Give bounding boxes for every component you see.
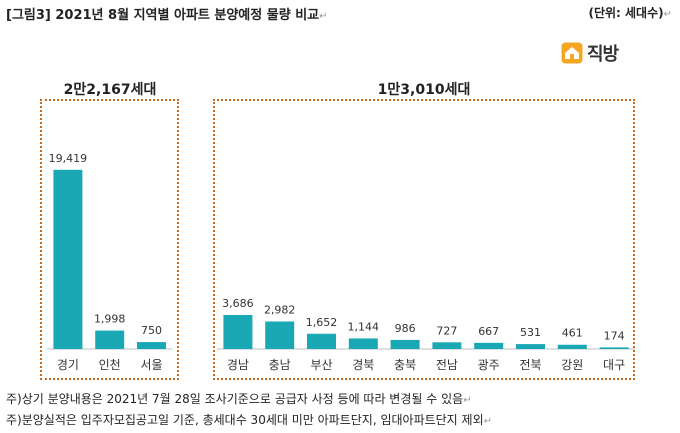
category-label: 대구	[603, 358, 625, 372]
brand-logo-text: 직방	[587, 44, 619, 65]
category-label: 인천	[99, 357, 121, 372]
category-label: 서울	[140, 358, 162, 372]
value-label: 727	[436, 324, 457, 337]
value-label: 1,998	[94, 313, 126, 326]
bar-전북	[516, 344, 545, 349]
bar-전남	[432, 342, 462, 349]
value-label: 750	[141, 324, 162, 337]
category-label: 광주	[478, 358, 500, 372]
value-label: 531	[520, 326, 541, 339]
group-total-label-capital: 2만2,167세대	[63, 82, 157, 98]
category-label: 경북	[352, 358, 374, 372]
house-logo-icon	[561, 42, 583, 64]
bar-대구	[599, 347, 629, 349]
chart-title: [그림3] 2021년 8월 지역별 아파트 분양예정 물량 비교↵	[6, 8, 328, 23]
bar-충남	[265, 321, 295, 349]
bar-서울	[137, 342, 166, 349]
value-label: 19,419	[49, 152, 88, 165]
unit-label: (단위: 세대수)↵	[588, 6, 672, 20]
value-label: 667	[478, 325, 499, 338]
group-box-regions	[213, 99, 635, 380]
category-label: 부산	[310, 358, 332, 372]
footnote-1: 주)상기 분양내용은 2021년 7월 28일 조사기준으로 공급자 사정 등에…	[6, 392, 472, 406]
value-label: 174	[604, 329, 625, 342]
bar-강원	[557, 344, 587, 349]
bar-부산	[307, 333, 336, 349]
bar-광주	[474, 342, 504, 349]
value-label: 2,982	[264, 303, 296, 316]
bar-경남	[223, 314, 253, 349]
bar-경북	[348, 338, 378, 349]
category-label: 경남	[227, 358, 249, 372]
category-label: 충북	[394, 358, 416, 372]
category-label: 강원	[561, 358, 583, 372]
bar-경기	[53, 169, 83, 349]
value-label: 461	[562, 327, 583, 340]
category-label: 전남	[436, 358, 458, 372]
bar-충북	[390, 339, 420, 349]
category-label: 경기	[57, 358, 79, 372]
value-label: 3,686	[222, 297, 254, 310]
value-label: 986	[395, 322, 416, 335]
value-label: 1,144	[348, 320, 380, 333]
group-total-label-regions: 1만3,010세대	[377, 82, 471, 98]
category-label: 전북	[519, 358, 541, 372]
bar-인천	[95, 330, 125, 349]
group-box-capital	[40, 99, 179, 380]
brand-logo: 직방	[561, 41, 619, 65]
category-label: 충남	[269, 358, 291, 372]
value-label: 1,652	[306, 316, 338, 329]
footnote-2: 주)분양실적은 입주자모집공고일 기준, 총세대수 30세대 미만 아파트단지,…	[6, 413, 493, 427]
